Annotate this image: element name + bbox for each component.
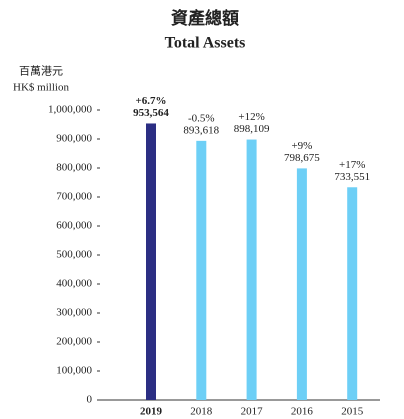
value-label: 893,618 (183, 124, 219, 136)
chart-subtitle: Total Assets (165, 35, 246, 52)
bar (347, 187, 358, 400)
x-tick-label: 2015 (341, 406, 364, 418)
annotation: -0.5% (188, 112, 215, 124)
bar (296, 168, 307, 400)
value-label: 953,564 (133, 107, 169, 119)
y-tick-label: 200,000 (56, 336, 92, 348)
value-label: 733,551 (334, 171, 370, 183)
annotation: +17% (339, 159, 365, 171)
y-axis-label: 百萬港元 (19, 65, 63, 78)
y-tick-label: 800,000 (56, 162, 92, 174)
y-tick-label: 300,000 (56, 307, 92, 319)
x-tick-label: 2016 (291, 406, 314, 418)
y-tick-label: 0 (87, 394, 93, 406)
annotation: +12% (238, 111, 264, 123)
y-tick-label: 600,000 (56, 220, 92, 232)
x-tick-label: 2017 (241, 406, 264, 418)
bar (246, 139, 257, 400)
annotation: +6.7% (135, 95, 166, 107)
chart-title: 資產總額 (171, 8, 239, 28)
y-tick-label: 1,000,000 (48, 104, 93, 116)
annotation: +9% (291, 140, 312, 152)
x-tick-label: 2018 (190, 406, 213, 418)
y-axis-unit: HK$ million (13, 82, 69, 94)
y-tick-label: 100,000 (56, 365, 92, 377)
y-tick-label: 500,000 (56, 249, 92, 261)
bar (146, 123, 156, 401)
y-tick-label: 700,000 (56, 191, 92, 203)
value-label: 798,675 (284, 152, 320, 164)
y-tick-label: 900,000 (56, 133, 92, 145)
bar (196, 140, 207, 401)
value-label: 898,109 (234, 123, 270, 135)
y-tick-label: 400,000 (56, 278, 92, 290)
x-tick-label: 2019 (140, 406, 163, 418)
